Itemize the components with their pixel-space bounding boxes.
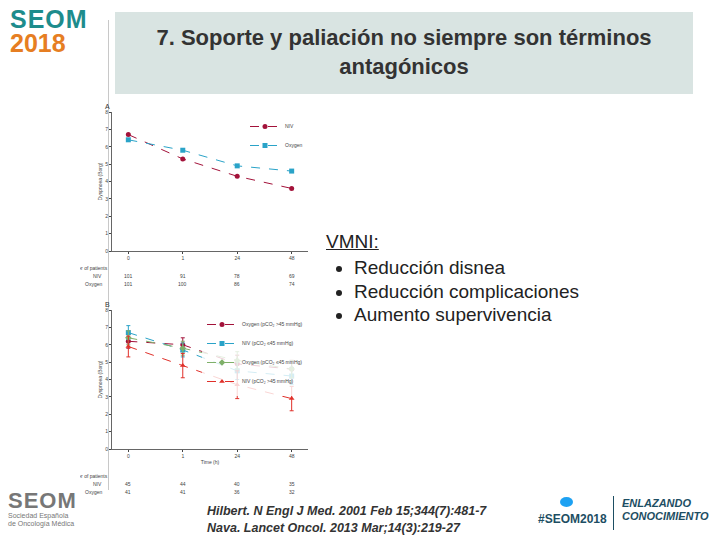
svg-text:2: 2 [105, 411, 108, 417]
svg-text:5: 5 [105, 161, 108, 167]
svg-text:5: 5 [105, 359, 108, 365]
svg-text:8: 8 [105, 307, 108, 313]
svg-text:1: 1 [181, 255, 184, 261]
svg-text:NIV (pCO₂ ≤45 mmHg): NIV (pCO₂ ≤45 mmHg) [242, 340, 293, 346]
svg-text:Oxygen: Oxygen [285, 142, 302, 148]
svg-text:74: 74 [289, 281, 295, 287]
html-text:Hilbert. N Engl J Med. 2001 Fe: Hilbert. N Engl J Med. 2001 Feb 15;344(7… [207, 504, 487, 518]
svg-text:41: 41 [125, 489, 131, 495]
svg-text:Oxygen: Oxygen [85, 489, 102, 495]
svg-text:78: 78 [234, 273, 240, 279]
svg-text:101: 101 [124, 281, 133, 287]
svg-text:7: 7 [105, 126, 108, 132]
svg-text:45: 45 [125, 481, 131, 487]
svg-text:0: 0 [127, 255, 130, 261]
svg-text:Time (h): Time (h) [201, 459, 220, 465]
svg-text:NIV (pCO₂ >45 mmHg): NIV (pCO₂ >45 mmHg) [242, 378, 294, 384]
html-text:CONOCIMIENTO: CONOCIMIENTO [622, 510, 709, 523]
svg-text:3: 3 [105, 196, 108, 202]
svg-text:0: 0 [127, 453, 130, 459]
svg-text:Dyspnoea (Borg): Dyspnoea (Borg) [97, 162, 103, 200]
svg-text:0: 0 [105, 446, 108, 452]
svg-text:48: 48 [289, 255, 295, 261]
svg-text:Number of patients: Number of patients [80, 473, 108, 479]
svg-text:Number of patients: Number of patients [80, 265, 108, 271]
svg-text:NIV: NIV [93, 481, 102, 487]
html-text:SEOM: SEOM [8, 488, 77, 513]
svg-text:48: 48 [289, 453, 295, 459]
svg-text:40: 40 [234, 481, 240, 487]
svg-text:3: 3 [105, 394, 108, 400]
svg-text:Dyspnoea (Borg): Dyspnoea (Borg) [97, 360, 103, 398]
svg-text:44: 44 [180, 481, 186, 487]
svg-text:4: 4 [105, 178, 108, 184]
svg-text:0: 0 [105, 248, 108, 254]
svg-text:1: 1 [105, 428, 108, 434]
html-text:de Oncología Médica: de Oncología Médica [8, 520, 75, 527]
svg-text:NIV: NIV [285, 123, 294, 129]
html-text:Aumento supervivencia: Aumento supervivencia [354, 304, 552, 326]
svg-text:4: 4 [105, 376, 108, 382]
html-text:#SEOM2018: #SEOM2018 [538, 512, 607, 526]
svg-text:8: 8 [105, 109, 108, 115]
html-text:VMNI:: VMNI: [326, 231, 379, 252]
html-text:SEOM: SEOM [10, 5, 88, 33]
html-text:2018: 2018 [10, 28, 66, 57]
svg-text:B: B [105, 301, 110, 308]
svg-text:24: 24 [234, 453, 240, 459]
html-text:Sociedad Española: Sociedad Española [8, 512, 69, 519]
svg-text:6: 6 [105, 144, 108, 150]
svg-text:100: 100 [178, 281, 187, 287]
svg-text:Oxygen: Oxygen [85, 281, 102, 287]
svg-text:Oxygen (pCO₂ ≤45 mmHg): Oxygen (pCO₂ ≤45 mmHg) [242, 359, 302, 365]
svg-text:41: 41 [180, 489, 186, 495]
svg-text:6: 6 [105, 342, 108, 348]
svg-text:A: A [105, 103, 110, 110]
svg-text:36: 36 [234, 489, 240, 495]
svg-text:7: 7 [105, 324, 108, 330]
svg-text:1: 1 [105, 230, 108, 236]
svg-text:69: 69 [289, 273, 295, 279]
svg-text:Oxygen (pCO₂ >45 mmHg): Oxygen (pCO₂ >45 mmHg) [242, 321, 302, 327]
svg-text:32: 32 [289, 489, 295, 495]
html-text:Reducción complicaciones: Reducción complicaciones [354, 280, 579, 302]
svg-text:NIV: NIV [93, 273, 102, 279]
svg-text:24: 24 [234, 255, 240, 261]
html-text:Nava. Lancet Oncol. 2013 Mar;1: Nava. Lancet Oncol. 2013 Mar;14(3):219-2… [207, 520, 460, 535]
svg-text:2: 2 [105, 213, 108, 219]
svg-text:35: 35 [289, 481, 295, 487]
html-text:7. Soporte y paliación no siem: 7. Soporte y paliación no siempre son té… [156, 25, 652, 79]
html-text:Reducción disnea: Reducción disnea [354, 256, 505, 278]
svg-text:101: 101 [124, 273, 133, 279]
svg-text:86: 86 [234, 281, 240, 287]
html-text:ENLAZANDO: ENLAZANDO [622, 497, 692, 509]
svg-text:91: 91 [180, 273, 186, 279]
svg-text:1: 1 [181, 453, 184, 459]
